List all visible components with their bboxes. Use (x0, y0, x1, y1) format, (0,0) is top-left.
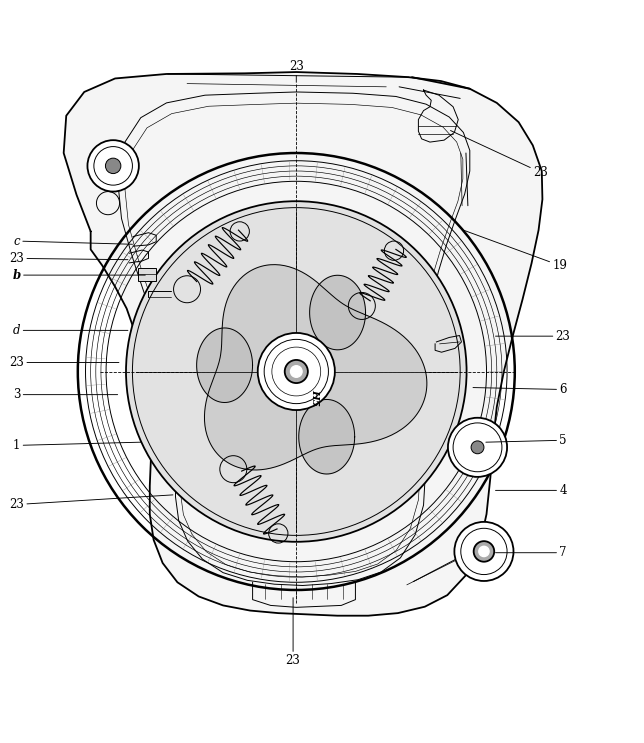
Text: 23: 23 (9, 356, 119, 369)
Circle shape (290, 366, 302, 377)
Polygon shape (299, 400, 355, 474)
Circle shape (106, 158, 121, 174)
Text: 4: 4 (495, 484, 567, 497)
Text: H5: H5 (310, 389, 319, 406)
Text: 23: 23 (9, 252, 128, 265)
Circle shape (471, 441, 484, 454)
Circle shape (285, 360, 308, 383)
Circle shape (473, 541, 494, 562)
Text: 23: 23 (286, 597, 301, 667)
Text: 6: 6 (473, 383, 567, 396)
Polygon shape (64, 72, 542, 616)
Text: 23: 23 (451, 131, 548, 179)
Circle shape (455, 522, 513, 581)
Text: 23: 23 (9, 495, 173, 511)
Text: b: b (13, 269, 146, 282)
Text: 3: 3 (13, 388, 118, 401)
Circle shape (258, 333, 335, 410)
Text: 1: 1 (13, 439, 141, 452)
Circle shape (126, 201, 467, 542)
Text: 5: 5 (486, 434, 567, 447)
Bar (138, 268, 156, 281)
Text: 23: 23 (495, 330, 571, 343)
Text: 19: 19 (464, 230, 567, 272)
Text: d: d (13, 324, 128, 337)
Polygon shape (310, 275, 366, 350)
Polygon shape (204, 265, 427, 470)
Circle shape (478, 546, 489, 557)
Text: 7: 7 (495, 546, 567, 559)
Polygon shape (196, 328, 252, 403)
Text: c: c (14, 235, 133, 247)
Circle shape (88, 140, 139, 192)
Text: 23: 23 (289, 59, 304, 82)
Circle shape (448, 418, 507, 477)
